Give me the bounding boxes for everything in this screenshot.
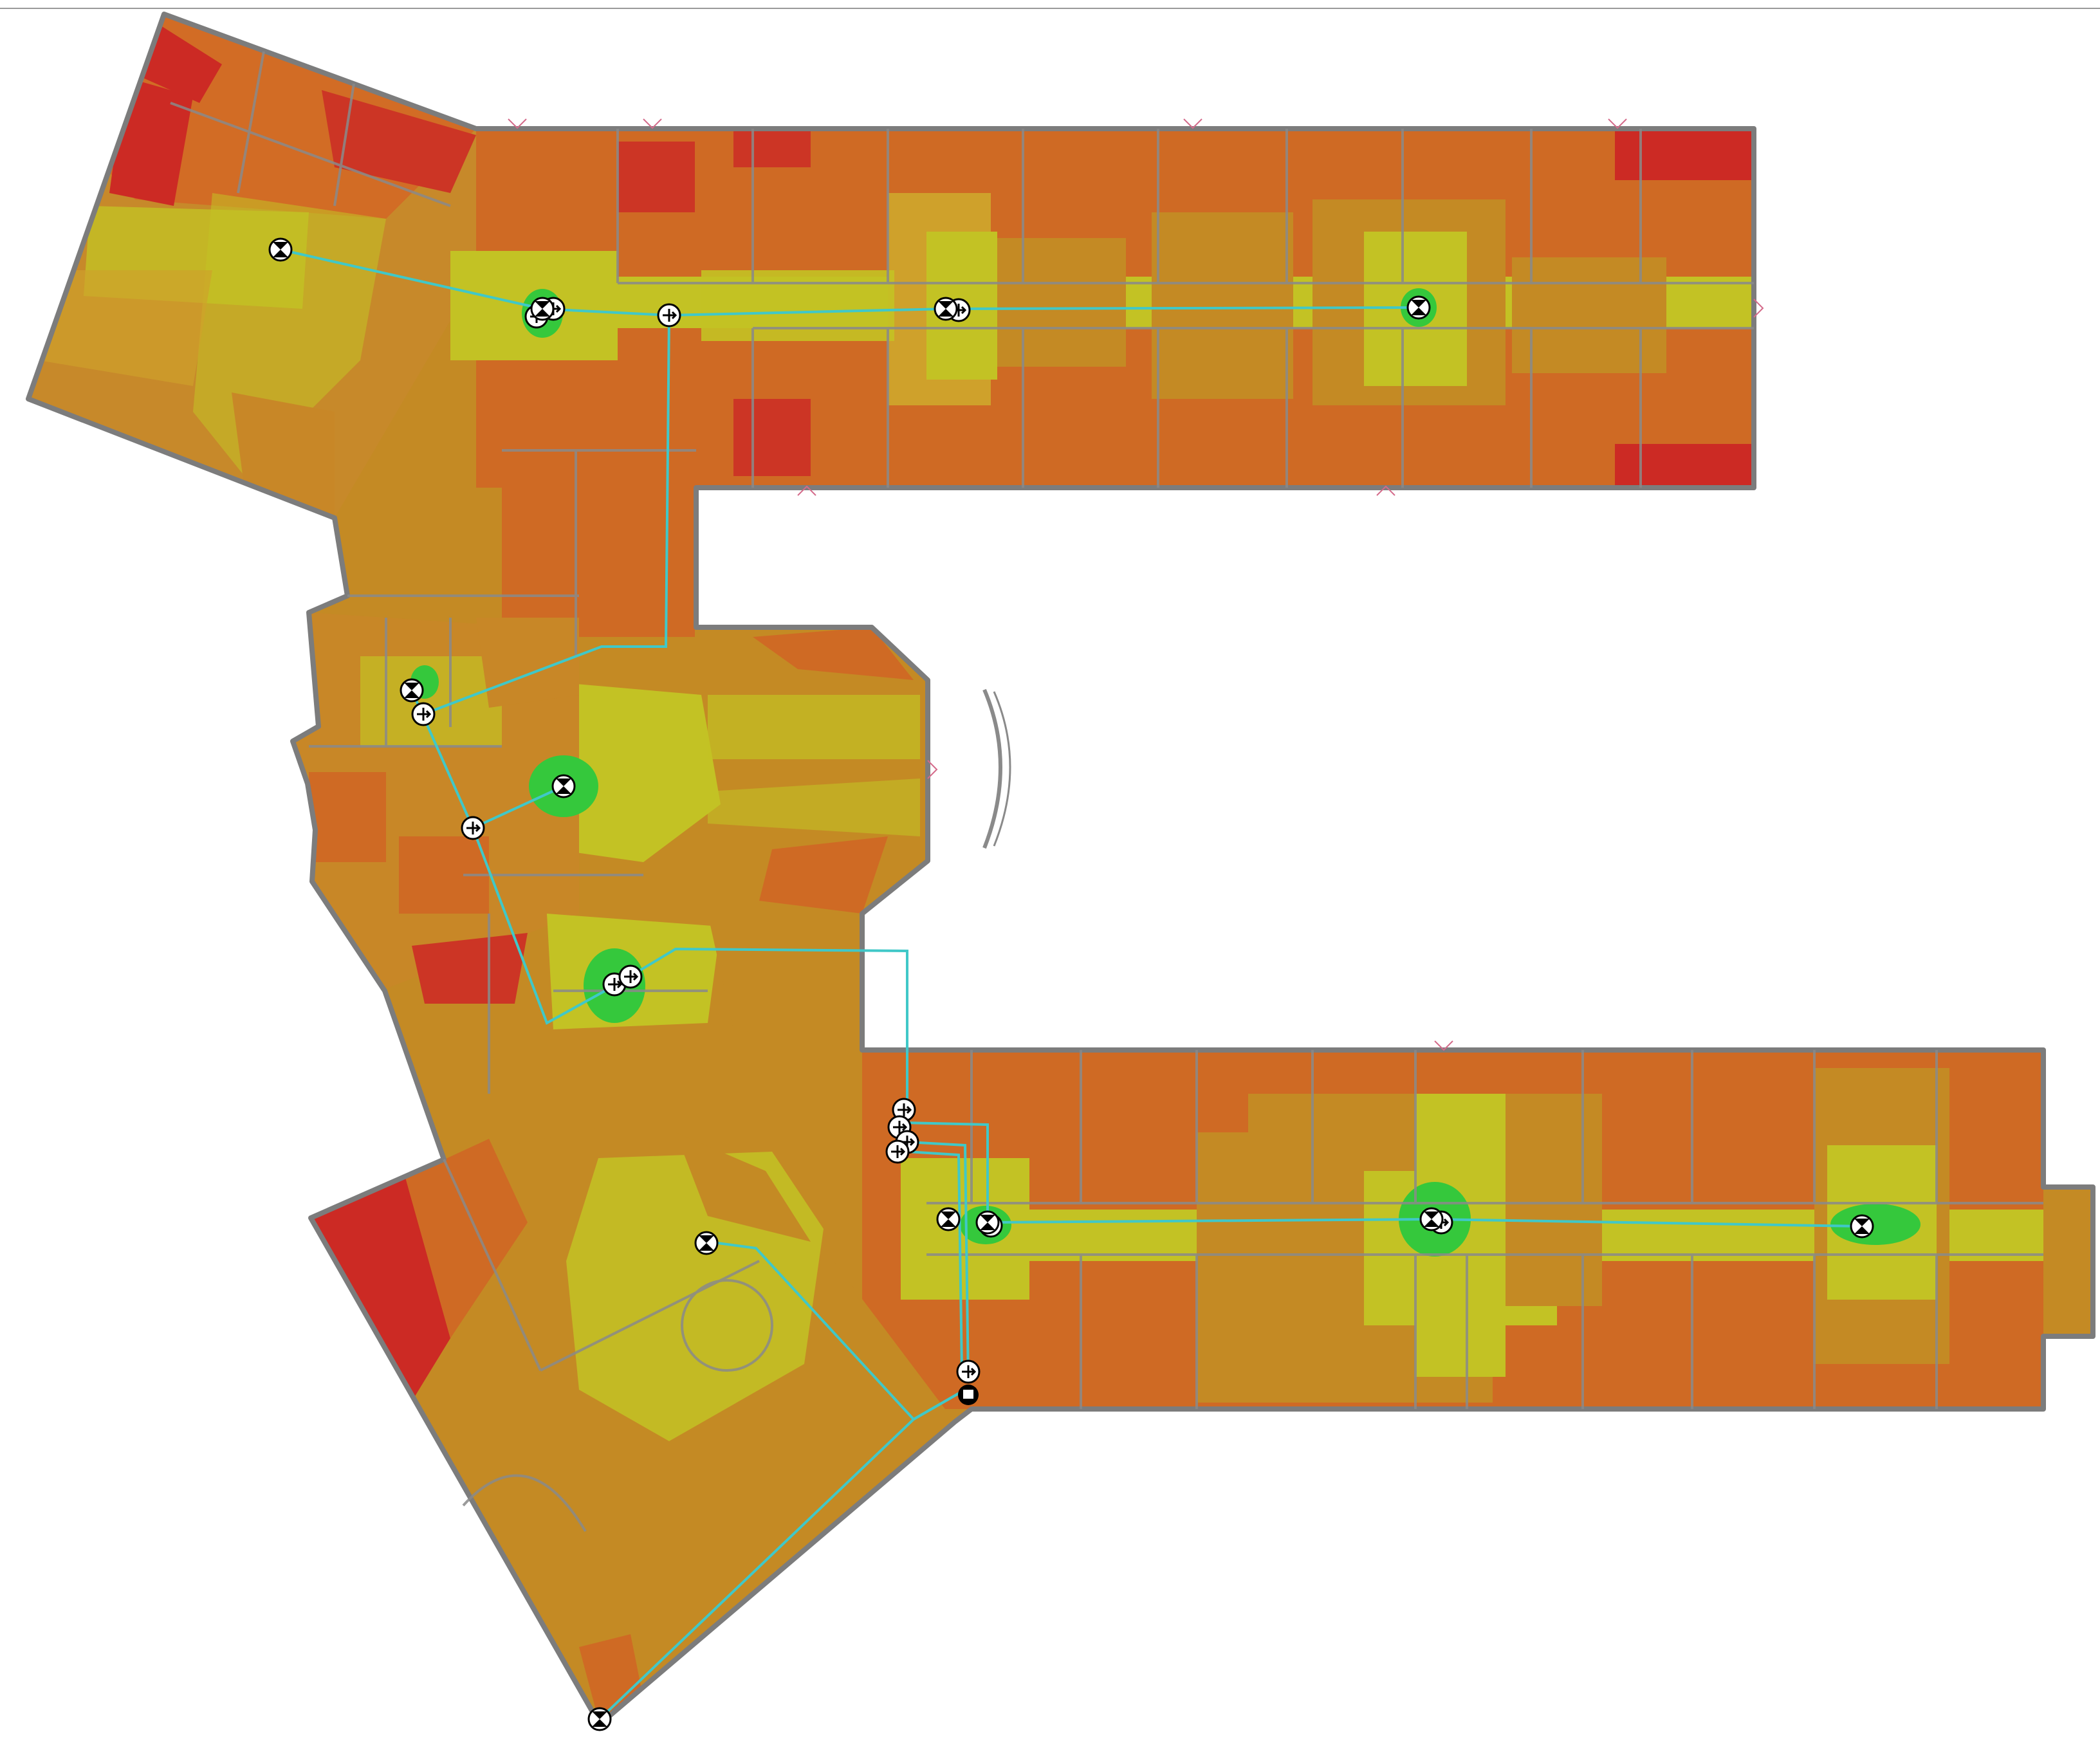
- access-point-icon[interactable]: [551, 774, 576, 798]
- access-point-icon[interactable]: [934, 297, 958, 321]
- network-switch-icon[interactable]: [956, 1359, 981, 1384]
- network-switch-icon[interactable]: [618, 964, 643, 989]
- access-point-icon[interactable]: [975, 1210, 1000, 1235]
- network-switch-icon[interactable]: [411, 702, 436, 726]
- access-point-icon[interactable]: [694, 1231, 719, 1255]
- network-switch-icon[interactable]: [892, 1098, 916, 1122]
- access-point-icon[interactable]: [936, 1207, 961, 1231]
- access-point-icon[interactable]: [587, 1707, 612, 1731]
- access-point-icon[interactable]: [1406, 295, 1431, 320]
- building-outline: [26, 12, 2095, 1727]
- access-point-icon[interactable]: [400, 678, 424, 703]
- access-point-icon[interactable]: [268, 237, 293, 262]
- access-point-icon[interactable]: [1419, 1207, 1444, 1231]
- access-point-icon[interactable]: [1850, 1214, 1874, 1239]
- network-switch-icon[interactable]: [657, 303, 681, 327]
- network-switch-icon[interactable]: [461, 816, 485, 840]
- equipment-markers: [268, 237, 1874, 1731]
- network-switch-icon[interactable]: [885, 1139, 910, 1164]
- top-border-line: [0, 8, 2100, 9]
- interior-walls: [170, 51, 2043, 1533]
- door-swings: [508, 118, 1764, 1051]
- controller-icon[interactable]: [958, 1385, 979, 1405]
- entrance-canopy: [982, 688, 1002, 849]
- access-point-icon[interactable]: [530, 297, 555, 321]
